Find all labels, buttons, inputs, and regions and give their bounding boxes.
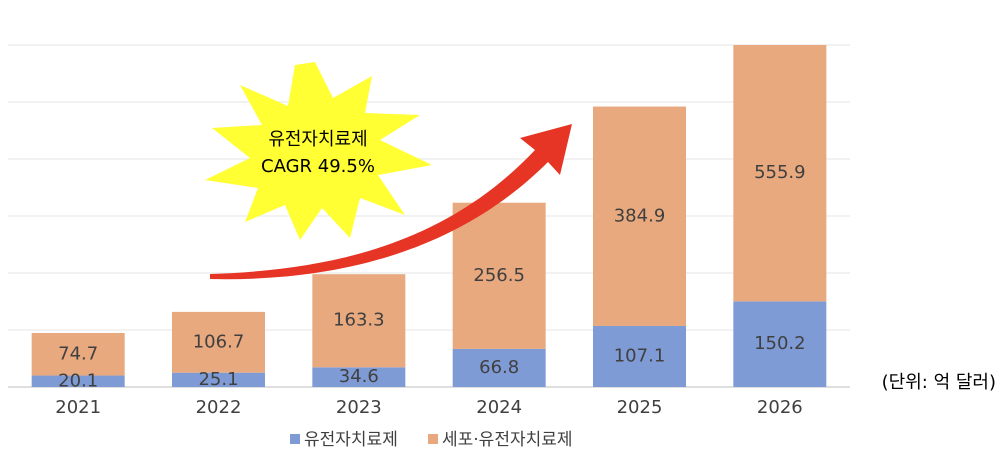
legend: 유전자치료제 세포·유전자치료제 [290, 430, 573, 450]
data-label: 34.6 [339, 366, 379, 387]
data-label: 107.1 [614, 345, 666, 366]
bar-segment [172, 372, 265, 387]
data-label: 163.3 [333, 310, 385, 331]
data-label: 106.7 [193, 331, 245, 352]
data-label: 384.9 [614, 205, 666, 226]
x-tick-label: 2022 [196, 397, 242, 418]
bar-segment [733, 45, 827, 302]
legend-swatch [428, 434, 438, 444]
bar-segment [172, 311, 265, 373]
bar-segment [452, 348, 546, 387]
trend-arrow [210, 124, 572, 280]
x-tick-label: 2021 [55, 397, 101, 418]
bar-segment [312, 274, 406, 368]
annotation: 유전자치료제 [268, 129, 367, 150]
labels: 20.1 74.7 2021 25.1 106.7 2022 34.6 163.3 2023 66… [55, 162, 805, 418]
bars [31, 45, 827, 387]
bar-segment [31, 375, 125, 387]
bar-segment [593, 325, 686, 387]
bar-segment [593, 106, 686, 326]
data-label: 256.5 [473, 265, 525, 286]
x-tick-label: 2025 [617, 397, 663, 418]
bar-segment [452, 202, 546, 349]
x-tick-label: 2024 [476, 397, 522, 418]
data-label: 150.2 [754, 333, 806, 354]
grid [8, 44, 850, 388]
bar-segment [312, 367, 406, 387]
legend-label: 세포·유전자치료제 [442, 430, 573, 450]
data-label: 66.8 [479, 357, 519, 378]
x-tick-label: 2026 [757, 397, 803, 418]
legend-label: 유전자치료제 [304, 430, 398, 450]
annotation: CAGR 49.5% [261, 156, 375, 177]
data-label: 74.7 [58, 343, 98, 364]
data-label: 555.9 [754, 162, 806, 183]
data-label: 25.1 [198, 369, 238, 390]
starburst [205, 62, 432, 240]
unit-label: (단위: 억 달러) [882, 372, 996, 393]
legend-swatch [290, 434, 300, 444]
bar-segment [31, 332, 125, 376]
bar-segment [733, 301, 827, 387]
data-label: 20.1 [58, 370, 98, 391]
x-tick-label: 2023 [336, 397, 382, 418]
